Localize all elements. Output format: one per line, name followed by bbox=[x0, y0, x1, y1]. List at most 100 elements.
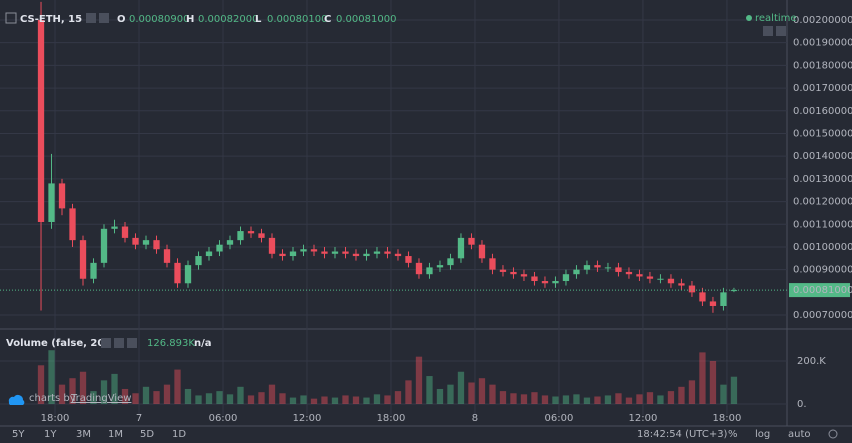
range-button[interactable]: 1M bbox=[108, 429, 123, 440]
x-tick-label: 7 bbox=[136, 413, 142, 424]
ohlc-value: 0.00080900 bbox=[129, 14, 189, 25]
volume-last: 126.893K bbox=[147, 338, 195, 349]
x-tick-label: 18:00 bbox=[377, 413, 406, 424]
candle-body bbox=[457, 237, 465, 259]
candle-body bbox=[699, 292, 706, 302]
volume-title: Volume (false, 20) bbox=[6, 338, 109, 349]
volume-bar bbox=[636, 394, 643, 405]
volume-bar bbox=[573, 394, 580, 405]
auto-button[interactable]: auto bbox=[788, 429, 811, 440]
candle-body bbox=[100, 228, 108, 263]
volume-bar bbox=[583, 397, 591, 405]
ohlc-key: L bbox=[255, 14, 262, 25]
volume-bar bbox=[48, 350, 55, 405]
candle-body bbox=[489, 258, 496, 270]
settings-icon[interactable] bbox=[127, 338, 137, 348]
compare-icon[interactable] bbox=[99, 13, 109, 23]
x-tick-label: 18:00 bbox=[41, 413, 70, 424]
volume-bar bbox=[394, 391, 402, 405]
volume-bar bbox=[510, 393, 517, 405]
volume-bar bbox=[447, 384, 454, 405]
candle-body bbox=[195, 256, 202, 266]
settings-icon[interactable] bbox=[114, 338, 124, 348]
percent-button[interactable]: % bbox=[728, 429, 738, 440]
volume-bar bbox=[468, 382, 475, 405]
x-tick-label: 8 bbox=[472, 413, 478, 424]
volume-bar bbox=[321, 396, 328, 405]
range-button[interactable]: 3M bbox=[76, 429, 91, 440]
realtime-dot bbox=[746, 15, 752, 21]
scroll-icon[interactable] bbox=[776, 26, 786, 36]
candle-body bbox=[258, 233, 265, 238]
scroll-icon[interactable] bbox=[763, 26, 773, 36]
volume-bar bbox=[174, 369, 181, 405]
candle-body bbox=[688, 285, 696, 293]
volume-bar bbox=[132, 393, 139, 405]
candle-body bbox=[720, 292, 727, 306]
volume-bar bbox=[58, 384, 66, 405]
settings-icon[interactable] bbox=[101, 338, 111, 348]
range-button[interactable]: 5Y bbox=[12, 429, 25, 440]
settings-gear[interactable] bbox=[828, 429, 838, 439]
volume-bar bbox=[258, 392, 265, 405]
labels: 0.00070000 0.00090000 0.00100000 0.00110000… bbox=[41, 15, 852, 424]
candle-body bbox=[426, 267, 433, 275]
candle-body bbox=[205, 251, 213, 257]
volume-bar bbox=[268, 384, 276, 405]
ohlc-value: 0.00082000 bbox=[198, 14, 258, 25]
candle-body bbox=[247, 231, 255, 234]
candle-body bbox=[552, 281, 559, 284]
candle-body bbox=[153, 240, 160, 250]
log-button[interactable]: log bbox=[755, 429, 770, 440]
volume-bar bbox=[415, 356, 423, 405]
x-tick-label: 12:00 bbox=[293, 413, 322, 424]
candle-body bbox=[237, 231, 244, 241]
volume-bar bbox=[300, 395, 307, 405]
volume-bar bbox=[520, 394, 528, 405]
candle-body bbox=[352, 253, 360, 257]
candle-body bbox=[594, 265, 601, 268]
candle-body bbox=[531, 276, 538, 282]
candle-body bbox=[636, 274, 643, 277]
candle-body bbox=[111, 226, 118, 229]
volume-bar bbox=[405, 380, 412, 405]
volume-bar bbox=[625, 397, 633, 405]
ohlc-key: O bbox=[117, 14, 126, 25]
y-tick-label: 0.00170000 bbox=[793, 83, 852, 94]
candle-body bbox=[436, 265, 444, 268]
volume-bar bbox=[478, 378, 486, 405]
symbol: CS-ETH, 15 bbox=[20, 14, 82, 25]
volume-bar bbox=[79, 371, 87, 405]
grid bbox=[0, 0, 787, 415]
volume-bar bbox=[531, 392, 538, 405]
range-button[interactable]: 1Y bbox=[44, 429, 57, 440]
candle-body bbox=[625, 271, 633, 275]
candle-body bbox=[384, 251, 391, 254]
y-tick-label: 0.00180000 bbox=[793, 60, 852, 71]
volume-bar bbox=[216, 391, 223, 405]
candle-body bbox=[58, 183, 66, 209]
y-tick-label: 0.00150000 bbox=[793, 128, 852, 139]
candle-body bbox=[37, 19, 45, 222]
settings-icon[interactable] bbox=[86, 13, 96, 23]
candle-body bbox=[373, 251, 381, 254]
collapse-icon[interactable] bbox=[5, 12, 17, 24]
volume-bar bbox=[688, 380, 696, 405]
candle-body bbox=[709, 301, 717, 306]
candle-body bbox=[300, 249, 307, 252]
y-tick-label: 0.00160000 bbox=[793, 106, 852, 117]
branding-link[interactable]: TradingView bbox=[70, 393, 131, 404]
y-tick-label: 0.00100000 bbox=[793, 242, 852, 253]
candle-body bbox=[394, 253, 402, 257]
candle-body bbox=[447, 258, 454, 266]
candle-body bbox=[478, 244, 486, 259]
volume-ma: n/a bbox=[194, 338, 212, 349]
range-button[interactable]: 1D bbox=[172, 429, 186, 440]
volume-bar bbox=[289, 397, 297, 405]
volume-bar bbox=[111, 373, 118, 405]
realtime: realtime bbox=[755, 13, 797, 24]
volume-bar bbox=[205, 393, 213, 405]
volume-bar bbox=[489, 384, 496, 405]
range-button[interactable]: 5D bbox=[140, 429, 154, 440]
